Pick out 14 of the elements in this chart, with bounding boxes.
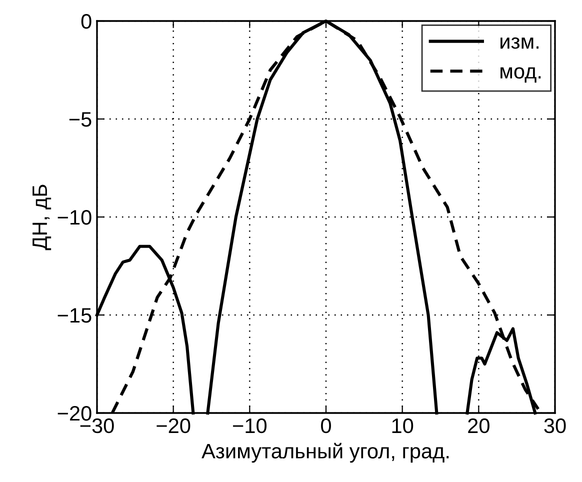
- legend-label: мод.: [500, 67, 541, 83]
- y-tick-label: −15: [58, 308, 92, 323]
- y-tick-label: −10: [58, 210, 92, 225]
- y-tick-label: 0: [81, 14, 92, 29]
- y-axis-title: ДН, дБ: [32, 184, 52, 250]
- x-axis-title: Азимутальный угол, град.: [202, 442, 449, 463]
- x-tick-label: 30: [544, 418, 566, 434]
- x-tick-label: 0: [321, 418, 331, 434]
- x-tick-label: 20: [468, 418, 490, 434]
- x-tick-label: −20: [156, 418, 190, 434]
- x-tick-label: −10: [233, 418, 267, 434]
- x-tick-label: 10: [392, 418, 414, 434]
- y-tick-label: −5: [69, 112, 92, 127]
- legend-label: изм.: [500, 37, 539, 49]
